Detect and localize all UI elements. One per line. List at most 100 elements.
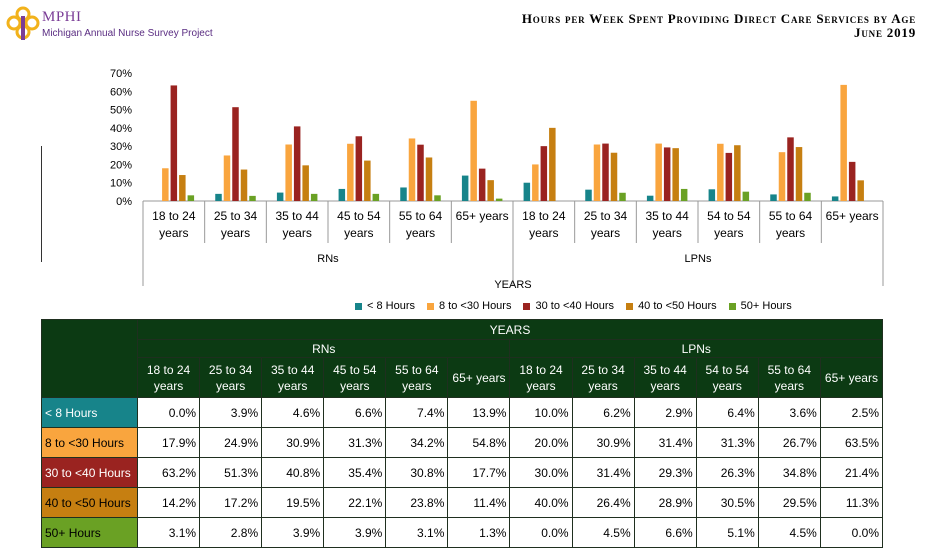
table-row-label: 50+ Hours: [41, 517, 138, 548]
x-tick-label: years: [282, 226, 311, 240]
table-category-header: 18 to 24 years: [136, 357, 201, 398]
bar: [857, 180, 864, 201]
bar: [795, 147, 803, 201]
logo-subtitle: Michigan Annual Nurse Survey Project: [42, 28, 213, 39]
bar: [461, 175, 469, 201]
table-cell: 29.5%: [757, 487, 821, 518]
legend-item: 8 to <30 Hours: [427, 300, 511, 312]
table-row-label: 30 to <40 Hours: [41, 457, 138, 488]
table-cell: 2.9%: [633, 397, 697, 428]
table-group-row: RNs LPNs: [42, 339, 883, 358]
table-category-header: 35 to 44 years: [633, 357, 697, 398]
x-tick-label: years: [591, 226, 620, 240]
bar: [223, 155, 231, 201]
table-category-header: 65+ years: [819, 357, 884, 398]
legend-label: 30 to <40 Hours: [535, 300, 615, 312]
x-tick-label: years: [344, 226, 373, 240]
bar: [787, 137, 794, 201]
table-cell: 1.3%: [447, 517, 511, 548]
legend-label: 8 to <30 Hours: [439, 300, 512, 312]
bar: [293, 126, 301, 201]
table-cell: 30.9%: [571, 427, 635, 458]
table-cell: 31.3%: [695, 427, 759, 458]
table-cell: 0.0%: [509, 517, 573, 548]
mphi-logo-icon: [6, 6, 40, 40]
bar: [364, 160, 371, 201]
logo: MPHI Michigan Annual Nurse Survey Projec…: [6, 6, 236, 46]
page-title: Hours per Week Spent Providing Direct Ca…: [522, 12, 916, 40]
table-cell: 30.8%: [385, 457, 449, 488]
table-cell: 3.1%: [136, 517, 201, 548]
table-row: 50+ Hours 3.1% 2.8% 3.9% 3.9% 3.1% 1.3% 0.0% 4.5…: [41, 517, 884, 548]
category-text: 25 to 34: [581, 362, 625, 377]
bar: [487, 180, 494, 201]
table-cell: 31.4%: [633, 427, 697, 458]
table-cell: 31.3%: [323, 427, 387, 458]
table-cell: 29.3%: [633, 457, 697, 488]
y-tick-label: 60%: [110, 86, 132, 98]
bar: [310, 193, 318, 201]
bar: [372, 193, 380, 201]
table-category-header: 45 to 54 years: [323, 357, 387, 398]
bar: [355, 136, 363, 201]
legend-label: < 8 Hours: [367, 300, 415, 312]
x-tick-label: years: [221, 226, 250, 240]
table-header-row: YEARS: [41, 319, 883, 398]
bar: [540, 146, 548, 201]
bar: [770, 194, 777, 201]
bar: [663, 147, 671, 201]
legend-swatch: [728, 302, 736, 310]
legend-item: 50+ Hours: [728, 300, 792, 312]
table-category-row: 18 to 24 years 25 to 34 years 35 to 44 years 4…: [42, 357, 884, 398]
table-cell: 3.6%: [757, 397, 821, 428]
table-cell: 3.9%: [323, 517, 387, 548]
table-cell: 6.2%: [571, 397, 635, 428]
table-cell: 13.9%: [447, 397, 511, 428]
y-tick-label: 0%: [116, 196, 132, 208]
bar: [602, 143, 609, 201]
bar: [240, 169, 248, 201]
bar: [408, 138, 416, 201]
category-text: years: [153, 378, 184, 393]
table-cell: 28.9%: [633, 487, 697, 518]
bar: [523, 182, 531, 201]
bar: [619, 192, 626, 201]
table-cell: 31.4%: [571, 457, 635, 488]
bar: [162, 168, 169, 201]
table-cell: 17.7%: [447, 457, 511, 488]
bar: [646, 195, 654, 201]
table-cell: 17.9%: [136, 427, 201, 458]
table-cell: 3.1%: [385, 517, 449, 548]
bar: [725, 152, 733, 201]
table-cell: 2.8%: [199, 517, 263, 548]
table-cell: 6.6%: [323, 397, 387, 428]
table-row: < 8 Hours 0.0% 3.9% 4.6% 6.6% 7.4% 13.9% 10.0% 6…: [41, 397, 884, 428]
table-cell: 35.4%: [323, 457, 387, 488]
table-cell: 26.4%: [571, 487, 635, 518]
bar: [585, 189, 592, 201]
x-tick-label: years: [714, 226, 743, 240]
bar: [532, 164, 539, 201]
category-text: 65+ years: [452, 370, 506, 385]
legend-swatch: [626, 302, 634, 310]
legend-swatch: [523, 302, 531, 310]
table-cell: 14.2%: [136, 487, 201, 518]
table-cell: 30.0%: [509, 457, 573, 488]
table-category-header: 54 to 54 years: [695, 357, 759, 398]
title-line-1: Hours per Week Spent Providing Direct Ca…: [521, 11, 916, 26]
x-tick-label: 54 to 54: [707, 209, 751, 223]
category-text: years: [712, 378, 742, 393]
bar: [338, 188, 346, 201]
legend-item: 30 to <40 Hours: [523, 300, 614, 312]
bar: [680, 188, 688, 201]
x-tick-label: 35 to 44: [275, 209, 319, 223]
table-category-header: 55 to 64 years: [757, 357, 821, 398]
table-cell: 23.8%: [385, 487, 449, 518]
y-tick-label: 20%: [110, 159, 132, 171]
table-row-label: < 8 Hours: [41, 397, 138, 428]
category-text: 55 to 64: [767, 362, 811, 377]
category-text: years: [650, 378, 680, 393]
x-tick-label: years: [406, 226, 435, 240]
table-header-years: YEARS: [137, 319, 883, 340]
bar: [347, 143, 354, 201]
